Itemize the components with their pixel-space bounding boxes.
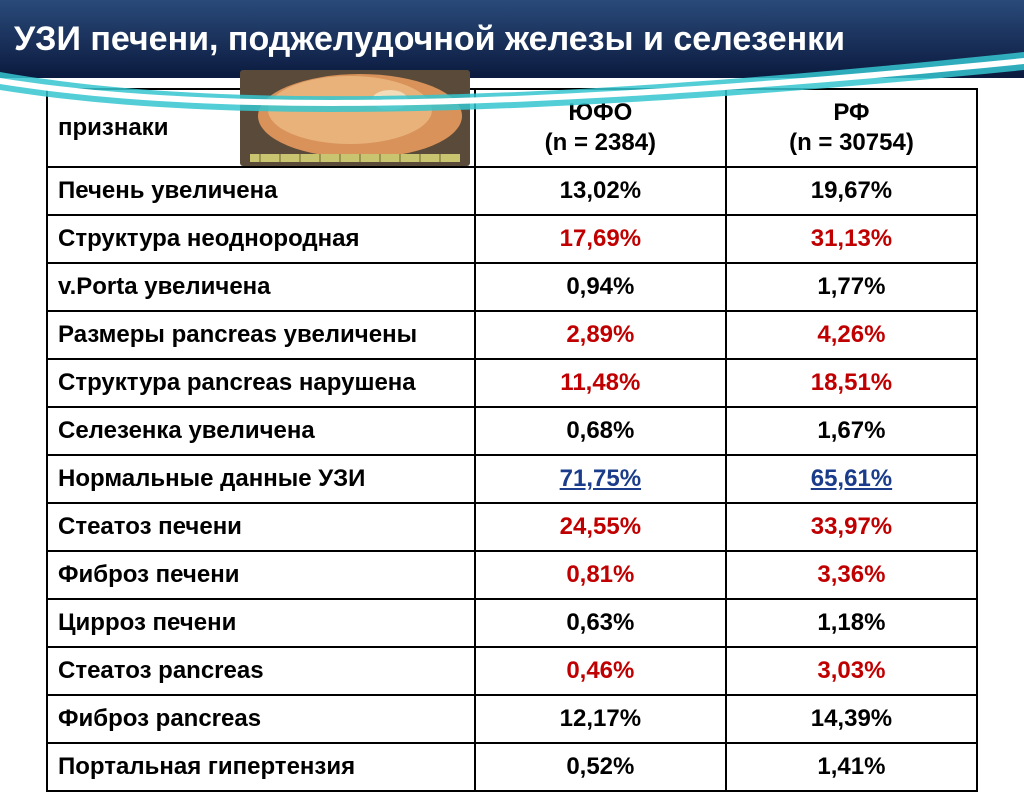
slide-header: УЗИ печени, поджелудочной железы и селез… xyxy=(0,0,1024,78)
row-value-ufo: 17,69% xyxy=(475,215,726,263)
row-label: Цирроз печени xyxy=(47,599,475,647)
table-row: Фиброз pancreas12,17%14,39% xyxy=(47,695,977,743)
row-label: Портальная гипертензия xyxy=(47,743,475,791)
table-header-row: признаки ЮФО (n = 2384) РФ (n = 30754) xyxy=(47,89,977,167)
row-value-rf: 4,26% xyxy=(726,311,977,359)
row-value-ufo: 2,89% xyxy=(475,311,726,359)
row-value-rf: 19,67% xyxy=(726,167,977,215)
row-value-ufo: 71,75% xyxy=(475,455,726,503)
row-label: Нормальные данные УЗИ xyxy=(47,455,475,503)
liver-photo-icon xyxy=(240,70,470,166)
col-header-ufo-line1: ЮФО xyxy=(568,99,632,126)
row-value-rf: 14,39% xyxy=(726,695,977,743)
table-row: Нормальные данные УЗИ71,75%65,61% xyxy=(47,455,977,503)
row-value-rf: 65,61% xyxy=(726,455,977,503)
row-label: v.Porta увеличена xyxy=(47,263,475,311)
row-label: Печень увеличена xyxy=(47,167,475,215)
row-value-ufo: 13,02% xyxy=(475,167,726,215)
row-label: Структура неоднородная xyxy=(47,215,475,263)
col-header-rf: РФ (n = 30754) xyxy=(726,89,977,167)
table-body: Печень увеличена13,02%19,67%Структура не… xyxy=(47,167,977,791)
row-label: Стеатоз pancreas xyxy=(47,647,475,695)
row-value-rf: 33,97% xyxy=(726,503,977,551)
row-label: Селезенка увеличена xyxy=(47,407,475,455)
row-label: Структура pancreas нарушена xyxy=(47,359,475,407)
row-value-ufo: 11,48% xyxy=(475,359,726,407)
table-row: Размеры pancreas увеличены2,89%4,26% xyxy=(47,311,977,359)
col-header-ufo: ЮФО (n = 2384) xyxy=(475,89,726,167)
row-value-ufo: 0,63% xyxy=(475,599,726,647)
row-value-rf: 1,77% xyxy=(726,263,977,311)
row-value-ufo: 24,55% xyxy=(475,503,726,551)
row-value-rf: 1,67% xyxy=(726,407,977,455)
row-value-ufo: 0,46% xyxy=(475,647,726,695)
row-value-rf: 1,41% xyxy=(726,743,977,791)
table-row: Портальная гипертензия0,52%1,41% xyxy=(47,743,977,791)
row-value-ufo: 0,81% xyxy=(475,551,726,599)
row-label: Стеатоз печени xyxy=(47,503,475,551)
col-header-rf-line2: (n = 30754) xyxy=(789,129,914,156)
table-row: v.Porta увеличена0,94%1,77% xyxy=(47,263,977,311)
col-header-signs-label: признаки xyxy=(58,114,168,141)
data-table: признаки ЮФО (n = 2384) РФ (n = 30754) П… xyxy=(46,88,978,792)
table-row: Печень увеличена13,02%19,67% xyxy=(47,167,977,215)
table-container: признаки ЮФО (n = 2384) РФ (n = 30754) П… xyxy=(0,78,1024,792)
table-row: Стеатоз печени24,55%33,97% xyxy=(47,503,977,551)
table-row: Цирроз печени0,63%1,18% xyxy=(47,599,977,647)
col-header-rf-line1: РФ xyxy=(833,99,869,126)
row-value-rf: 1,18% xyxy=(726,599,977,647)
row-value-rf: 3,36% xyxy=(726,551,977,599)
table-row: Селезенка увеличена0,68%1,67% xyxy=(47,407,977,455)
table-row: Структура неоднородная17,69%31,13% xyxy=(47,215,977,263)
row-value-ufo: 12,17% xyxy=(475,695,726,743)
row-value-ufo: 0,52% xyxy=(475,743,726,791)
table-row: Фиброз печени0,81%3,36% xyxy=(47,551,977,599)
table-row: Стеатоз pancreas0,46%3,03% xyxy=(47,647,977,695)
row-value-rf: 3,03% xyxy=(726,647,977,695)
row-value-rf: 18,51% xyxy=(726,359,977,407)
table-row: Структура pancreas нарушена11,48%18,51% xyxy=(47,359,977,407)
col-header-ufo-line2: (n = 2384) xyxy=(545,129,656,156)
row-value-ufo: 0,68% xyxy=(475,407,726,455)
row-label: Фиброз печени xyxy=(47,551,475,599)
slide-title: УЗИ печени, поджелудочной железы и селез… xyxy=(14,20,845,59)
row-value-rf: 31,13% xyxy=(726,215,977,263)
row-label: Размеры pancreas увеличены xyxy=(47,311,475,359)
row-label: Фиброз pancreas xyxy=(47,695,475,743)
row-value-ufo: 0,94% xyxy=(475,263,726,311)
